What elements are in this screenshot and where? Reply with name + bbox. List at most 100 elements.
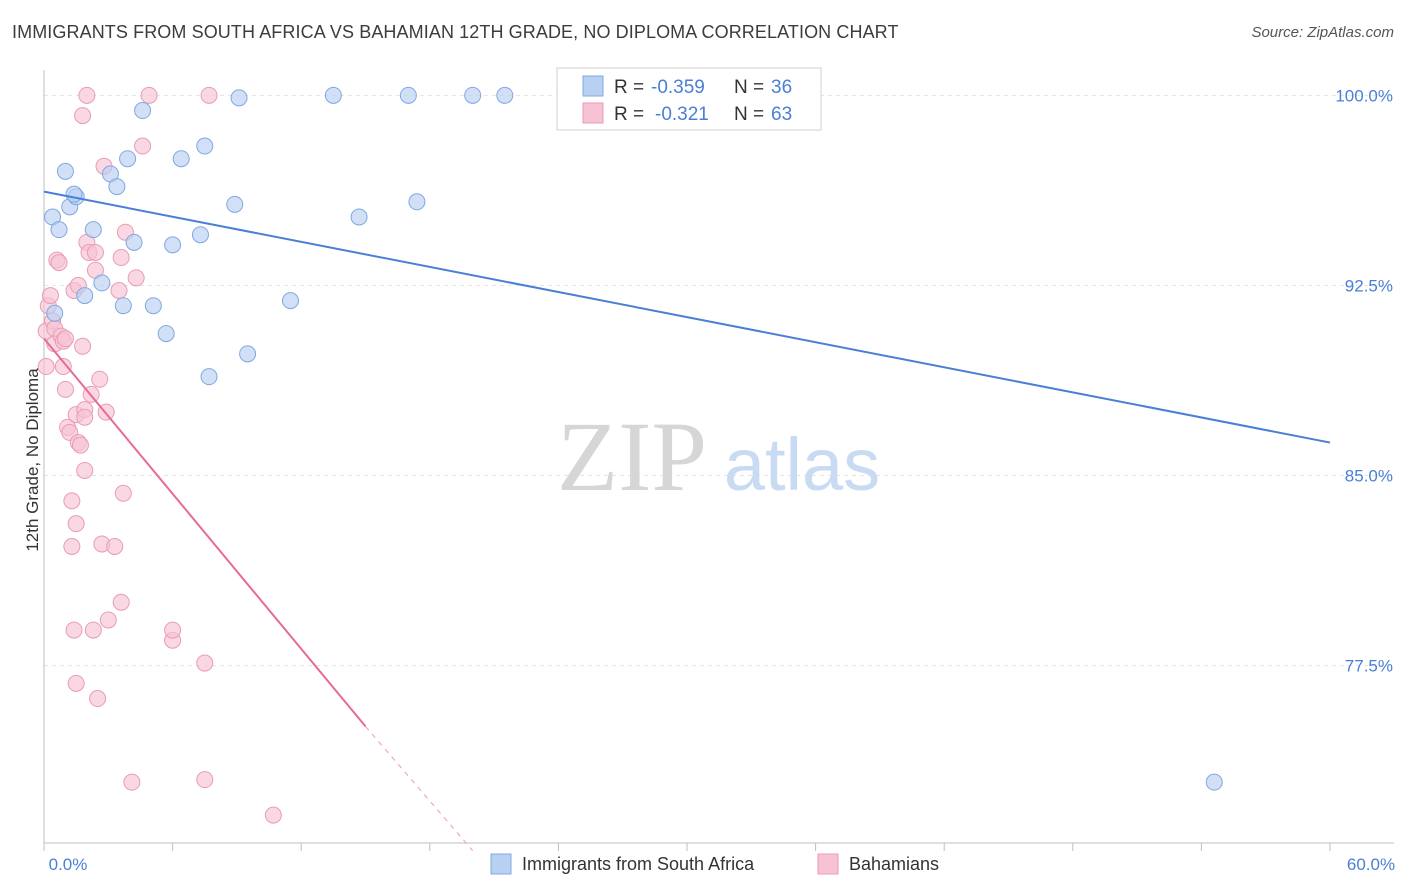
south-africa-point xyxy=(239,345,257,363)
south-africa-point xyxy=(157,325,175,343)
bahamians-point xyxy=(89,690,107,708)
south-africa-point xyxy=(464,86,482,104)
y-tick-label: 77.5% xyxy=(1345,657,1393,676)
south-africa-point xyxy=(1205,773,1223,791)
bahamians-point xyxy=(56,380,74,398)
series-legend-label-south-africa: Immigrants from South Africa xyxy=(522,854,755,874)
gridlines xyxy=(44,94,1394,667)
bahamians-point xyxy=(140,86,158,104)
watermark-atlas: atlas xyxy=(724,423,880,506)
bahamians-point xyxy=(106,537,124,555)
y-tick-label: 92.5% xyxy=(1345,276,1393,295)
bahamians-point xyxy=(67,674,85,692)
bahamians-point xyxy=(110,281,128,299)
series-legend-swatch-pink xyxy=(817,853,839,875)
bahamians-point xyxy=(164,621,182,639)
y-axis-title: 12th Grade, No Diploma xyxy=(23,368,42,552)
series-legend: Immigrants from South Africa Bahamians xyxy=(490,853,939,875)
south-africa-point xyxy=(144,297,162,315)
bahamians-point xyxy=(63,537,81,555)
legend-r-label-2: R = xyxy=(614,104,644,125)
series-bahamians-points xyxy=(37,86,282,824)
bahamians-point xyxy=(76,408,94,426)
legend-swatch-pink xyxy=(582,102,604,124)
bahamians-point xyxy=(86,243,104,261)
south-africa-point xyxy=(108,178,126,196)
south-africa-point xyxy=(134,102,152,120)
south-africa-point xyxy=(399,86,417,104)
south-africa-point xyxy=(50,221,68,239)
bahamians-point xyxy=(41,287,59,305)
legend-n-label-1: N = xyxy=(734,77,764,98)
bahamians-point xyxy=(127,269,145,287)
south-africa-point xyxy=(226,195,244,213)
south-africa-point xyxy=(125,233,143,251)
bahamians-point xyxy=(78,86,96,104)
chart-title: IMMIGRANTS FROM SOUTH AFRICA VS BAHAMIAN… xyxy=(12,22,899,42)
legend-r-value-2: -0.321 xyxy=(655,104,709,125)
watermark-zip: ZIP xyxy=(557,401,707,512)
legend-r-value-1: -0.359 xyxy=(651,77,705,98)
bahamians-point xyxy=(196,771,214,789)
bahamians-point xyxy=(99,611,117,629)
bahamians-point xyxy=(134,137,152,155)
bahamians-point xyxy=(74,107,92,125)
legend-n-value-1: 36 xyxy=(771,77,792,98)
bahamians-point xyxy=(67,515,85,533)
bahamians-point xyxy=(123,773,141,791)
legend-n-label-2: N = xyxy=(734,104,764,125)
x-tick-label-max: 60.0% xyxy=(1347,855,1395,874)
trend-line-bahamians xyxy=(43,338,367,728)
legend-swatch-blue xyxy=(582,75,604,97)
south-africa-point xyxy=(324,86,342,104)
bahamians-point xyxy=(50,254,68,272)
south-africa-point xyxy=(408,193,426,211)
bahamians-point xyxy=(200,86,218,104)
south-africa-point xyxy=(230,89,248,107)
south-africa-point xyxy=(350,208,368,226)
x-axis-ticks xyxy=(43,843,1331,851)
south-africa-point xyxy=(281,292,299,310)
y-tick-label: 85.0% xyxy=(1345,467,1393,486)
bahamians-point xyxy=(112,249,130,267)
bahamians-point xyxy=(114,484,132,502)
bahamians-point xyxy=(84,621,102,639)
south-africa-point xyxy=(65,185,83,203)
south-africa-point xyxy=(496,86,514,104)
south-africa-point xyxy=(172,150,190,168)
trend-lines xyxy=(43,190,1331,851)
bahamians-point xyxy=(54,358,72,376)
trend-line-bahamians-extrapolated xyxy=(365,726,474,851)
bahamians-point xyxy=(264,806,282,824)
bahamians-point xyxy=(91,370,109,388)
bahamians-point xyxy=(56,330,74,348)
series-legend-label-bahamians: Bahamians xyxy=(849,854,939,874)
source-label: Source: ZipAtlas.com xyxy=(1251,24,1394,41)
x-tick-label-min: 0.0% xyxy=(49,855,88,874)
south-africa-point xyxy=(56,162,74,180)
bahamians-point xyxy=(196,654,214,672)
bahamians-point xyxy=(63,492,81,510)
south-africa-point xyxy=(84,221,102,239)
legend-n-value-2: 63 xyxy=(771,104,792,125)
trend-line-south-africa xyxy=(43,190,1331,444)
bahamians-point xyxy=(112,593,130,611)
bahamians-point xyxy=(37,358,55,376)
series-legend-swatch-blue xyxy=(490,853,512,875)
legend-r-label-1: R = xyxy=(614,77,644,98)
south-africa-point xyxy=(191,226,209,244)
y-tick-label: 100.0% xyxy=(1335,86,1393,105)
south-africa-point xyxy=(93,274,111,292)
bahamians-point xyxy=(74,337,92,355)
y-tick-labels: 100.0% 92.5% 85.0% 77.5% xyxy=(1335,86,1393,675)
bahamians-point xyxy=(65,621,83,639)
bahamians-point xyxy=(71,436,89,454)
south-africa-point xyxy=(46,304,64,322)
south-africa-point xyxy=(164,236,182,254)
south-africa-point xyxy=(119,150,137,168)
watermark: ZIP atlas xyxy=(557,401,880,512)
south-africa-point xyxy=(76,287,94,305)
bahamians-point xyxy=(76,461,94,479)
series-south-africa-points xyxy=(44,86,1223,791)
